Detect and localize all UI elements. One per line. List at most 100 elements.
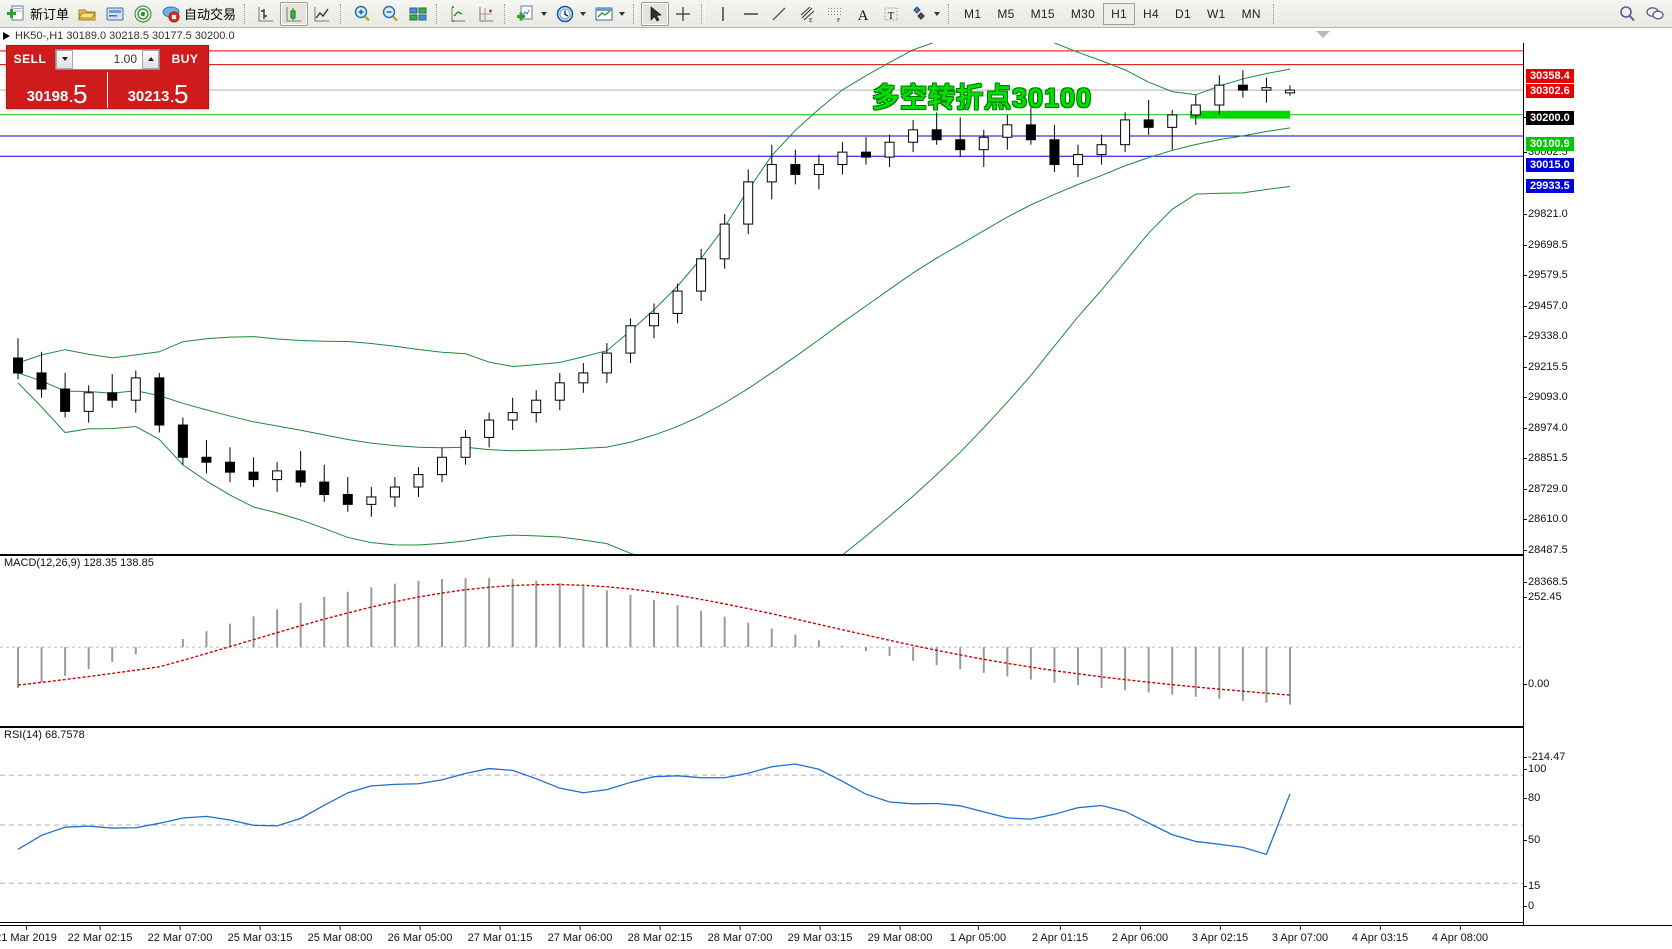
candle [272,462,283,492]
candle [790,149,801,185]
trendline-tool-button[interactable] [765,2,793,26]
text-tool-button[interactable]: A [849,2,877,26]
grid-button[interactable] [472,2,500,26]
candle [1073,144,1083,177]
add-indicator-button[interactable] [512,2,551,26]
chart-text-annotation[interactable]: 多空转折点30100 [872,83,1093,113]
time-axis[interactable]: 21 Mar 2019 22 Mar 02:15 22 Mar 07:00 25 Ma… [0,925,1672,949]
chevron-down-icon[interactable] [580,11,587,16]
rsi-canvas[interactable] [0,728,1523,922]
zoom-in-button[interactable] [348,2,376,26]
chat-button[interactable] [1641,2,1669,26]
chevron-down-icon[interactable] [934,11,941,16]
price-level-label[interactable]: 30015.0 [1526,158,1574,172]
chart-pointer-icon [3,31,10,40]
price-level-label[interactable]: 30100.9 [1526,137,1574,151]
time-tick: 1 Apr 05:00 [949,926,1007,944]
price-level-label[interactable]: 30200.0 [1526,111,1574,125]
crosshair-icon [673,4,693,24]
templates-button[interactable] [590,2,629,26]
line-chart-button[interactable] [308,2,336,26]
price-tick: 30062.5 [1524,146,1568,158]
volume-stepper[interactable]: 1.00 [55,48,160,70]
shapes-tool-button[interactable] [905,2,944,26]
time-tick: 2 Apr 06:00 [1111,926,1169,944]
candle [696,248,707,301]
chevron-down-icon[interactable] [541,11,548,16]
timeframe-button-mn[interactable]: MN [1241,6,1261,21]
candle [342,477,353,512]
timeframe-button-d1[interactable]: D1 [1175,6,1191,21]
symbol-info-text: HK50-,H1 30189.0 30218.5 30177.5 30200.0 [15,29,235,42]
volume-decrease-button[interactable] [56,49,73,69]
search-button[interactable] [1613,2,1641,26]
data-window-icon [448,4,468,24]
label-tool-button[interactable]: T [877,2,905,26]
macd-canvas[interactable] [0,556,1523,726]
time-tick: 25 Mar 03:15 [227,926,293,944]
candle [248,457,259,488]
volume-value[interactable]: 1.00 [113,52,137,66]
price-tick: 28610.0 [1524,513,1568,525]
sell-label[interactable]: SELL [13,52,47,66]
timeframe-button-w1[interactable]: W1 [1206,6,1226,21]
price-level-label[interactable]: 29933.5 [1526,179,1574,193]
chevron-down-icon[interactable] [619,11,626,16]
macd-pane[interactable] [0,555,1523,727]
autotrading-button[interactable]: 自动交易 [157,2,240,26]
price-tick: 29698.5 [1524,239,1568,251]
candle [884,134,895,168]
timeframe-button-h4[interactable]: H4 [1143,6,1159,21]
trade-panel-prices: 30198 . 5 30213 . 5 [7,72,208,108]
price-scale[interactable]: 30200.0 30062.5 29821.0 29698.5 29579.5 29457… [1523,43,1672,925]
timeframe-button-m30[interactable]: M30 [1070,6,1096,21]
fibonacci-tool-button[interactable]: E [793,2,821,26]
rsi-pane[interactable] [0,727,1523,923]
tile-windows-button[interactable] [404,2,432,26]
candle [554,372,565,411]
candle [319,464,330,502]
buy-price-main: 30213 [127,88,170,105]
crosshair-tool-button[interactable] [669,2,697,26]
price-chart-canvas[interactable] [0,43,1523,554]
timeframe-button-m1[interactable]: M1 [964,6,982,21]
line-chart-icon [312,4,332,24]
chart-area[interactable]: MACD(12,26,9) 128.35 138.85 RSI(14) 68.7… [0,31,1672,925]
timeframe-button-h1[interactable]: H1 [1103,2,1136,25]
buy-price-button[interactable]: 30213 . 5 [108,72,208,108]
channel-tool-button[interactable]: F [821,2,849,26]
price-chart-pane[interactable] [0,43,1523,555]
candle [507,397,518,430]
price-level-label[interactable]: 30358.4 [1526,69,1574,83]
terminal-button[interactable] [101,2,129,26]
price-level-label[interactable]: 30302.6 [1526,84,1574,98]
one-click-trading-panel[interactable]: SELL 1.00 BUY 30198 . 5 30213 . 5 [6,45,209,109]
sell-price-fraction: 5 [72,78,88,109]
volume-increase-button[interactable] [142,49,159,69]
zoom-out-button[interactable] [376,2,404,26]
candle [413,467,424,497]
charts-button[interactable] [73,2,101,26]
new-order-button[interactable]: 新订单 [3,2,73,26]
vertical-line-tool-button[interactable] [709,2,737,26]
candle [1096,134,1107,165]
bar-chart-button[interactable] [252,2,280,26]
chart-scroll-caret-icon[interactable] [1316,31,1330,38]
signals-button[interactable] [129,2,157,26]
candlestick-chart-button[interactable] [280,1,309,26]
timeframe-button-m5[interactable]: M5 [997,6,1015,21]
data-window-button[interactable] [444,2,472,26]
timeframe-button-m15[interactable]: M15 [1030,6,1055,21]
cursor-tool-button[interactable] [641,1,670,26]
period-button[interactable] [551,2,590,26]
candle [366,487,377,517]
buy-label[interactable]: BUY [171,52,199,66]
horizontal-line-tool-button[interactable] [737,2,765,26]
sell-price-button[interactable]: 30198 . 5 [7,72,108,108]
candle [1190,95,1201,125]
time-tick: 22 Mar 02:15 [67,926,133,944]
macd-indicator-label: MACD(12,26,9) 128.35 138.85 [4,557,154,569]
terminal-icon [105,4,125,24]
candle [1120,112,1131,153]
candle [978,129,989,168]
